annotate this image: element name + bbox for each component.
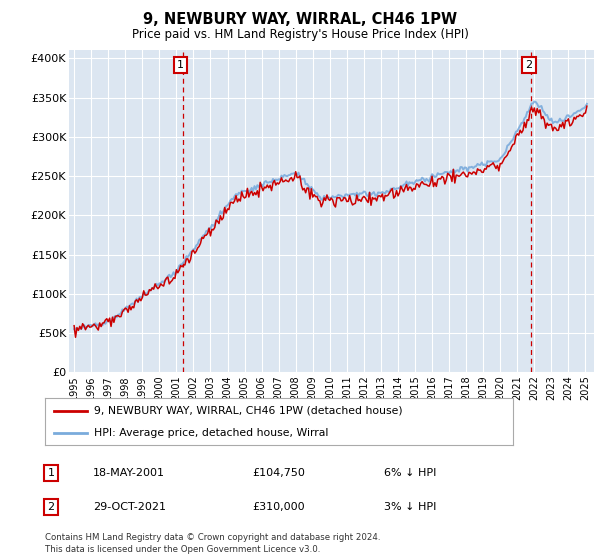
Text: HPI: Average price, detached house, Wirral: HPI: Average price, detached house, Wirr… bbox=[94, 428, 329, 438]
Text: 2: 2 bbox=[526, 60, 532, 70]
Text: 9, NEWBURY WAY, WIRRAL, CH46 1PW: 9, NEWBURY WAY, WIRRAL, CH46 1PW bbox=[143, 12, 457, 27]
Text: 3% ↓ HPI: 3% ↓ HPI bbox=[384, 502, 436, 512]
Text: This data is licensed under the Open Government Licence v3.0.: This data is licensed under the Open Gov… bbox=[45, 545, 320, 554]
Text: 18-MAY-2001: 18-MAY-2001 bbox=[93, 468, 165, 478]
Text: 2: 2 bbox=[47, 502, 55, 512]
Text: 1: 1 bbox=[47, 468, 55, 478]
Text: Price paid vs. HM Land Registry's House Price Index (HPI): Price paid vs. HM Land Registry's House … bbox=[131, 28, 469, 41]
Text: 9, NEWBURY WAY, WIRRAL, CH46 1PW (detached house): 9, NEWBURY WAY, WIRRAL, CH46 1PW (detach… bbox=[94, 406, 403, 416]
Text: 1: 1 bbox=[176, 60, 184, 70]
Text: Contains HM Land Registry data © Crown copyright and database right 2024.: Contains HM Land Registry data © Crown c… bbox=[45, 533, 380, 542]
Text: £104,750: £104,750 bbox=[252, 468, 305, 478]
Text: 29-OCT-2021: 29-OCT-2021 bbox=[93, 502, 166, 512]
Text: £310,000: £310,000 bbox=[252, 502, 305, 512]
Text: 6% ↓ HPI: 6% ↓ HPI bbox=[384, 468, 436, 478]
